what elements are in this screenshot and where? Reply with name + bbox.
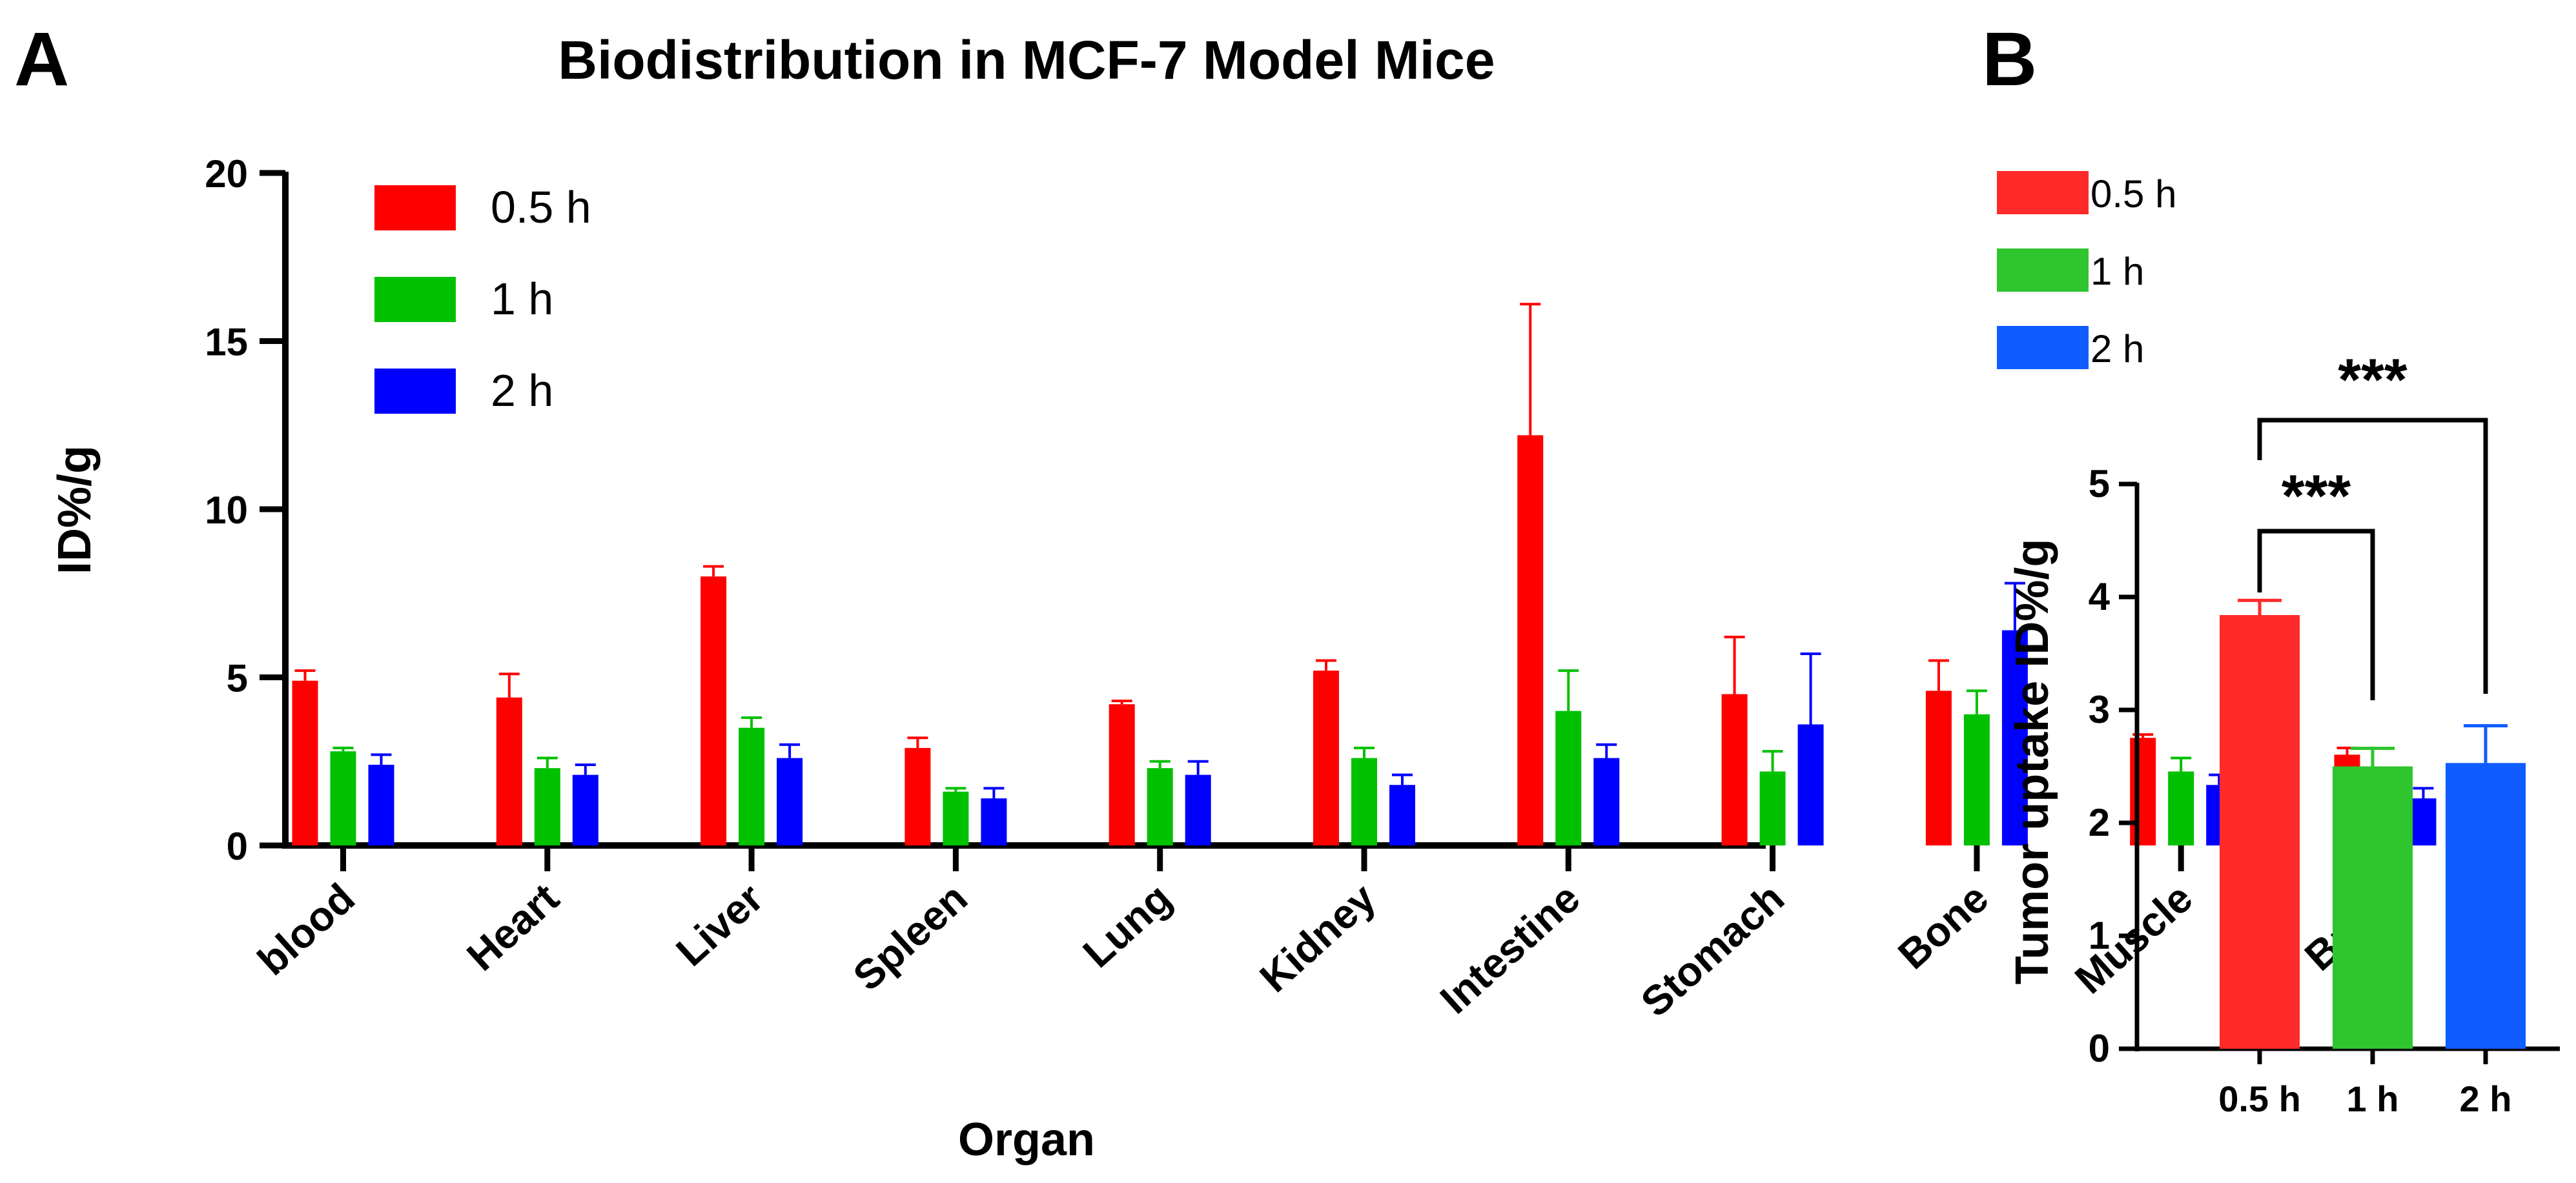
b-y-tick-label: 2 [2089, 801, 2110, 844]
bar-bone-2h [2001, 630, 2028, 845]
bar-intestine-0p5h [1517, 435, 1544, 845]
legend-swatch-2 [374, 369, 456, 414]
x-tick-label-muscle: Muscle [2066, 875, 2201, 1003]
significance-bracket-0 [2257, 529, 2375, 700]
legend-label-2: 2 h [491, 365, 553, 416]
significance-bracket-1 [2257, 418, 2488, 694]
panel-b-letter: B [1982, 17, 2037, 102]
b-y-axis-label: Tumor uptake ID%/g [2007, 539, 2058, 985]
x-tick-label-heart: Heart [458, 875, 567, 980]
b-y-tick-label: 0 [2089, 1027, 2110, 1070]
bar-spleen-1h [943, 791, 969, 845]
y-tick-label: 10 [205, 489, 248, 532]
y-axis-label: ID%/g [49, 445, 101, 574]
b-legend-label-2: 2 h [2090, 327, 2144, 370]
x-tick-label-bone: Bone [1889, 875, 1997, 978]
x-tick-label-stomach: Stomach [1632, 875, 1793, 1026]
b-y-tick-label: 5 [2089, 462, 2110, 505]
bar-bone-0p5h [1925, 691, 1952, 845]
b-x-tick-label-0: 0.5 h [2218, 1078, 2301, 1119]
bar-lung-1h [1147, 768, 1173, 845]
bar-spleen-2h [981, 798, 1007, 845]
y-tick-label: 0 [227, 825, 248, 868]
bar-heart-2h [572, 774, 598, 845]
significance-label-1: *** [2338, 347, 2407, 413]
bar-stomach-0p5h [1721, 694, 1748, 845]
b-legend-swatch-2 [1997, 326, 2089, 369]
bar-intestine-2h [1593, 758, 1620, 845]
panel-a-letter: A [14, 17, 69, 102]
panel-b-chart: 0.5 h 1 h 2 h 0 1 2 3 4 5 Tumor uptake ID%/g 0.5 h… [1997, 171, 2560, 1119]
b-bar-1 [2333, 766, 2413, 1049]
bar-kidney-2h [1389, 785, 1415, 845]
bar-stomach-1h [1759, 771, 1786, 845]
b-legend-swatch-1 [1997, 248, 2089, 292]
b-y-tick-label: 3 [2089, 688, 2110, 731]
bar-blood-1h [330, 751, 356, 845]
b-bar-2 [2446, 763, 2526, 1049]
bar-kidney-0p5h [1313, 671, 1339, 845]
b-x-tick-label-2: 2 h [2460, 1078, 2512, 1119]
b-bar-0 [2220, 615, 2300, 1049]
x-tick-label-liver: Liver [668, 875, 772, 975]
bar-stomach-2h [1797, 724, 1824, 845]
b-legend-swatch-0 [1997, 171, 2089, 214]
bar-lung-0p5h [1109, 704, 1135, 845]
legend-label-1: 1 h [491, 274, 553, 324]
x-tick-label-spleen: Spleen [844, 875, 976, 1000]
bar-muscle-1h [2168, 771, 2194, 845]
significance-label-0: *** [2282, 463, 2351, 529]
x-tick-label-kidney: Kidney [1251, 875, 1385, 1002]
bar-liver-1h [739, 727, 765, 845]
legend-swatch-0 [374, 185, 456, 230]
chart-title: Biodistribution in MCF-7 Model Mice [558, 30, 1495, 90]
bar-blood-0p5h [292, 680, 318, 845]
legend-label-0: 0.5 h [491, 182, 591, 232]
b-legend-label-1: 1 h [2090, 250, 2144, 293]
b-legend-label-0: 0.5 h [2090, 172, 2176, 216]
y-tick-label: 15 [205, 321, 248, 364]
bar-bone-1h [1963, 714, 1990, 845]
b-y-tick-label: 1 [2089, 914, 2110, 957]
bar-blood-2h [368, 764, 394, 845]
bar-muscle-0p5h [2130, 738, 2156, 845]
bar-liver-2h [777, 758, 803, 845]
x-tick-label-blood: blood [249, 875, 363, 984]
legend-swatch-1 [374, 277, 456, 322]
b-x-tick-label-1: 1 h [2347, 1078, 2399, 1119]
b-y-tick-label: 4 [2089, 575, 2111, 618]
bar-spleen-0p5h [905, 747, 931, 845]
bar-kidney-1h [1351, 758, 1377, 845]
x-axis-label: Organ [958, 1114, 1095, 1166]
bar-heart-0p5h [496, 697, 522, 845]
bar-lung-2h [1185, 774, 1211, 845]
bar-heart-1h [534, 768, 560, 845]
bar-liver-0p5h [700, 576, 727, 845]
bar-intestine-1h [1555, 711, 1582, 845]
bar-brain-2h [2410, 798, 2437, 845]
y-tick-label: 5 [227, 657, 248, 700]
y-tick-label: 20 [205, 152, 248, 196]
x-tick-label-intestine: Intestine [1431, 875, 1589, 1023]
x-tick-label-lung: Lung [1074, 875, 1180, 976]
